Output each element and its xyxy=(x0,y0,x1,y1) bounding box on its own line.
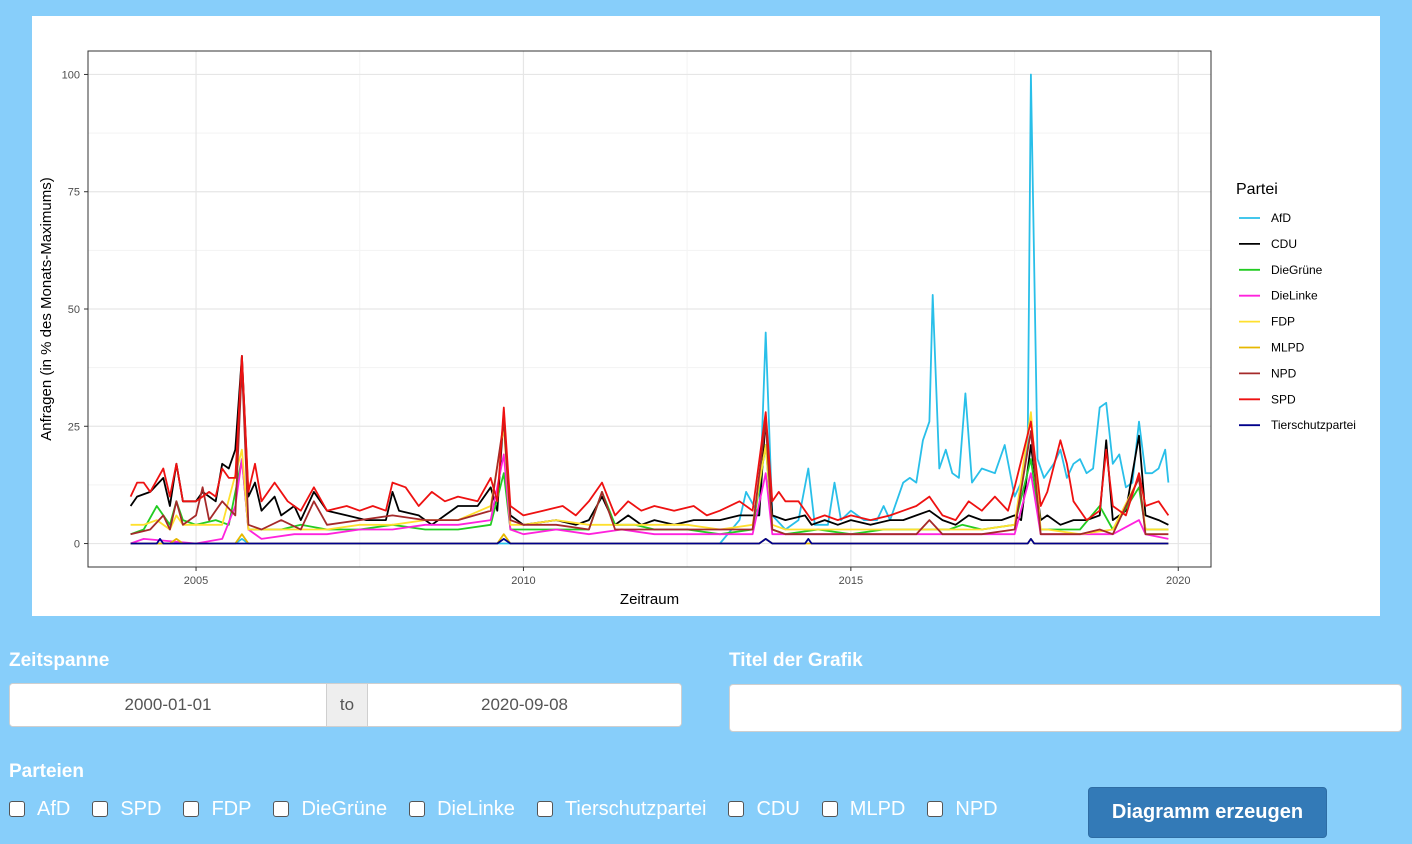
party-checkbox-label: NPD xyxy=(955,797,998,820)
party-checkbox-label: Tierschutzpartei xyxy=(564,797,707,820)
date-end-input[interactable] xyxy=(368,684,681,726)
series-line-fdp xyxy=(130,411,1169,536)
legend-label: SPD xyxy=(1271,392,1296,406)
series-line-dielinke xyxy=(130,453,1169,545)
party-checkbox-mlpd[interactable]: MLPD xyxy=(821,797,906,821)
party-checkbox-label: DieGrüne xyxy=(301,797,388,820)
x-tick-label: 2020 xyxy=(1166,575,1190,587)
series-line-spd xyxy=(129,355,1170,521)
x-axis-label: Zeitraum xyxy=(620,591,679,608)
plot-border xyxy=(87,50,1212,568)
party-checkbox-label: FDP xyxy=(211,797,252,820)
party-checkbox-diegrüne[interactable]: DieGrüne xyxy=(273,798,387,821)
party-checkbox-spd[interactable]: SPD xyxy=(92,798,161,821)
checkbox[interactable] xyxy=(273,801,290,817)
party-checkbox-cdu[interactable]: CDU xyxy=(728,797,800,821)
party-checkbox-label: CDU xyxy=(756,797,800,820)
party-checkbox-npd[interactable]: NPD xyxy=(927,797,998,821)
legend-label: MLPD xyxy=(1271,341,1305,355)
party-checkbox-fdp[interactable]: FDP xyxy=(183,798,251,821)
party-checkbox-dielinke[interactable]: DieLinke xyxy=(409,798,515,821)
party-checkbox-label: MLPD xyxy=(849,797,906,820)
titel-label: Titel der Grafik xyxy=(729,650,863,671)
checkbox[interactable] xyxy=(536,801,553,817)
x-tick-label: 2010 xyxy=(511,575,535,587)
party-checkbox-label: DieLinke xyxy=(437,797,515,820)
checkbox[interactable] xyxy=(183,801,200,817)
date-start-input[interactable] xyxy=(10,684,326,726)
y-tick-label: 0 xyxy=(74,539,80,551)
legend-label: DieLinke xyxy=(1271,289,1318,303)
party-checkbox-group: AfD SPD FDP DieGrüne DieLinke Tierschutzparte… xyxy=(9,795,1020,823)
series-line-npd xyxy=(130,364,1169,536)
y-tick-label: 25 xyxy=(68,421,80,433)
party-checkbox-label: AfD xyxy=(37,797,71,820)
date-range-input: to xyxy=(9,683,682,727)
checkbox[interactable] xyxy=(409,801,426,817)
series-line-tierschutzpartei xyxy=(130,538,1169,545)
checkbox[interactable] xyxy=(728,801,745,817)
parteien-label: Parteien xyxy=(9,761,84,782)
chart-panel: 2005 2010 2015 2020 0 25 50 75 100 Zeitraum Anfrag… xyxy=(32,16,1380,616)
legend-label: CDU xyxy=(1271,237,1297,251)
y-tick-label: 75 xyxy=(68,187,80,199)
legend-label: AfD xyxy=(1271,211,1291,225)
y-axis-label: Anfragen (in % des Monats-Maximums) xyxy=(38,177,55,440)
legend-label: FDP xyxy=(1271,315,1295,329)
zeitspanne-label: Zeitspanne xyxy=(9,650,110,671)
y-tick-label: 50 xyxy=(68,304,80,316)
x-tick-label: 2015 xyxy=(839,575,863,587)
line-chart: 2005 2010 2015 2020 0 25 50 75 100 Zeitraum Anfrag… xyxy=(38,50,1356,608)
legend-label: NPD xyxy=(1271,366,1297,380)
legend-title: Partei xyxy=(1236,181,1278,198)
party-checkbox-tierschutzpartei[interactable]: Tierschutzpartei xyxy=(536,797,707,821)
create-chart-button[interactable]: Diagramm erzeugen xyxy=(1088,787,1327,838)
series-line-cdu xyxy=(129,355,1169,526)
checkbox[interactable] xyxy=(92,801,109,817)
checkbox[interactable] xyxy=(9,801,25,817)
x-tick-label: 2005 xyxy=(184,575,208,587)
legend-label: DieGrüne xyxy=(1271,263,1323,277)
title-input[interactable] xyxy=(729,684,1402,732)
checkbox[interactable] xyxy=(927,801,944,817)
legend-label: Tierschutzpartei xyxy=(1271,418,1356,432)
party-checkbox-label: SPD xyxy=(120,797,162,820)
party-checkbox-afd[interactable]: AfD xyxy=(9,798,70,821)
y-tick-label: 100 xyxy=(62,69,80,81)
date-range-separator: to xyxy=(326,684,368,726)
checkbox[interactable] xyxy=(821,801,838,817)
series-line-afd xyxy=(130,73,1170,545)
